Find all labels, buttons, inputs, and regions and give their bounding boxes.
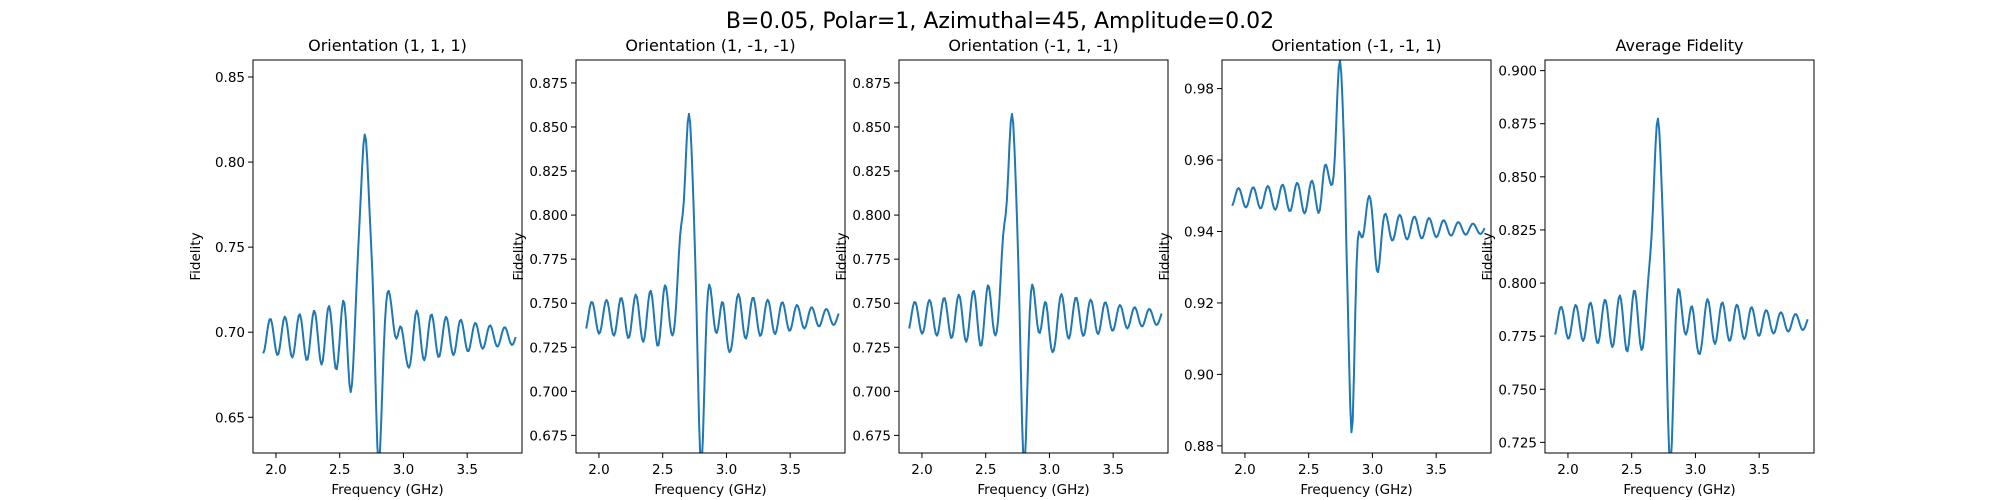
x-tick-label: 3.0 [716, 462, 737, 478]
y-tick-label: 0.75 [215, 240, 245, 256]
x-axis-label: Frequency (GHz) [1300, 482, 1412, 498]
y-tick-label: 0.750 [1498, 382, 1537, 398]
y-axis-label: Fidelity [1157, 232, 1173, 280]
fidelity-series-line [908, 112, 1163, 453]
subplot-grid: 2.0 2.5 3.0 3.5 0.65 0.70 0.75 0.80 0.85 Orientat… [188, 36, 1815, 498]
y-tick-label: 0.775 [852, 252, 891, 268]
fidelity-series-line [262, 133, 517, 453]
x-tick-label: 2.0 [265, 462, 286, 478]
fidelity-series-line [1554, 117, 1809, 453]
plot-frame [1221, 59, 1492, 454]
x-tick-label: 3.5 [779, 462, 800, 478]
x-tick-label: 2.0 [1234, 462, 1255, 478]
y-axis-label: Fidelity [1480, 232, 1496, 280]
y-tick-label: 0.65 [215, 410, 245, 426]
y-tick-label: 0.825 [852, 164, 891, 180]
x-tick-label: 3.0 [1685, 462, 1706, 478]
y-tick-label: 0.725 [529, 340, 568, 356]
y-tick-label: 0.90 [1184, 367, 1214, 383]
y-tick-label: 0.900 [1498, 64, 1537, 80]
y-tick-label: 0.80 [215, 155, 245, 171]
subplot-5: 2.0 2.5 3.0 3.5 0.725 0.750 0.775 0.800 0.825 0.8… [1480, 36, 1815, 498]
x-tick-label: 2.0 [588, 462, 609, 478]
y-tick-label: 0.96 [1184, 153, 1214, 169]
x-tick-label: 2.5 [975, 462, 996, 478]
fidelity-series-line [585, 112, 840, 453]
x-tick-label: 3.5 [1102, 462, 1123, 478]
x-tick-label: 2.5 [652, 462, 673, 478]
subplot-title: Orientation (1, 1, 1) [308, 36, 467, 55]
x-axis-label: Frequency (GHz) [654, 482, 766, 498]
y-tick-label: 0.875 [852, 76, 891, 92]
y-tick-label: 0.775 [1498, 329, 1537, 345]
y-tick-label: 0.850 [852, 120, 891, 136]
x-tick-label: 3.5 [1748, 462, 1769, 478]
x-tick-label: 3.0 [1039, 462, 1060, 478]
y-tick-label: 0.850 [529, 120, 568, 136]
y-tick-label: 0.875 [529, 76, 568, 92]
y-tick-label: 0.800 [1498, 276, 1537, 292]
y-tick-label: 0.70 [215, 325, 245, 341]
x-axis-label: Frequency (GHz) [331, 482, 443, 498]
y-tick-label: 0.775 [529, 252, 568, 268]
y-tick-label: 0.875 [1498, 117, 1537, 133]
subplot-title: Average Fidelity [1616, 36, 1744, 55]
x-axis-label: Frequency (GHz) [1623, 482, 1735, 498]
y-axis-label: Fidelity [188, 232, 204, 280]
subplot-title: Orientation (-1, 1, -1) [948, 36, 1118, 55]
x-tick-label: 3.0 [1362, 462, 1383, 478]
subplot-4: 2.0 2.5 3.0 3.5 0.88 0.90 0.92 0.94 0.96 0.98 Orie… [1157, 36, 1492, 498]
x-tick-label: 3.5 [1425, 462, 1446, 478]
plot-frame [575, 59, 846, 454]
plot-frame [1544, 59, 1815, 454]
y-tick-label: 0.675 [852, 428, 891, 444]
y-tick-label: 0.675 [529, 428, 568, 444]
x-tick-label: 3.5 [456, 462, 477, 478]
subplot-2: 2.0 2.5 3.0 3.5 0.675 0.700 0.725 0.750 0.775 0.8… [511, 36, 846, 498]
y-tick-label: 0.700 [852, 384, 891, 400]
subplot-1: 2.0 2.5 3.0 3.5 0.65 0.70 0.75 0.80 0.85 Orientat… [188, 36, 523, 498]
plot-frame [252, 59, 523, 454]
y-tick-label: 0.800 [529, 208, 568, 224]
y-tick-label: 0.850 [1498, 170, 1537, 186]
x-tick-label: 2.0 [911, 462, 932, 478]
y-tick-label: 0.825 [1498, 223, 1537, 239]
y-tick-label: 0.800 [852, 208, 891, 224]
y-tick-label: 0.750 [852, 296, 891, 312]
y-tick-label: 0.94 [1184, 224, 1214, 240]
x-axis-label: Frequency (GHz) [977, 482, 1089, 498]
y-tick-label: 0.88 [1184, 439, 1214, 455]
x-tick-label: 2.5 [1298, 462, 1319, 478]
plot-frame [898, 59, 1169, 454]
y-tick-label: 0.725 [852, 340, 891, 356]
x-tick-label: 2.5 [1621, 462, 1642, 478]
y-tick-label: 0.750 [529, 296, 568, 312]
x-tick-label: 3.0 [393, 462, 414, 478]
y-tick-label: 0.725 [1498, 435, 1537, 451]
y-tick-label: 0.92 [1184, 296, 1214, 312]
subplot-title: Orientation (-1, -1, 1) [1271, 36, 1441, 55]
subplot-3: 2.0 2.5 3.0 3.5 0.675 0.700 0.725 0.750 0.775 0.8… [834, 36, 1169, 498]
y-axis-label: Fidelity [834, 232, 850, 280]
y-tick-label: 0.98 [1184, 82, 1214, 98]
figure-title: B=0.05, Polar=1, Azimuthal=45, Amplitude… [726, 9, 1274, 34]
x-tick-label: 2.0 [1557, 462, 1578, 478]
fidelity-series-line [1231, 60, 1486, 434]
y-tick-label: 0.825 [529, 164, 568, 180]
y-axis-label: Fidelity [511, 232, 527, 280]
y-tick-label: 0.85 [215, 70, 245, 86]
subplot-title: Orientation (1, -1, -1) [625, 36, 795, 55]
x-tick-label: 2.5 [329, 462, 350, 478]
y-tick-label: 0.700 [529, 384, 568, 400]
